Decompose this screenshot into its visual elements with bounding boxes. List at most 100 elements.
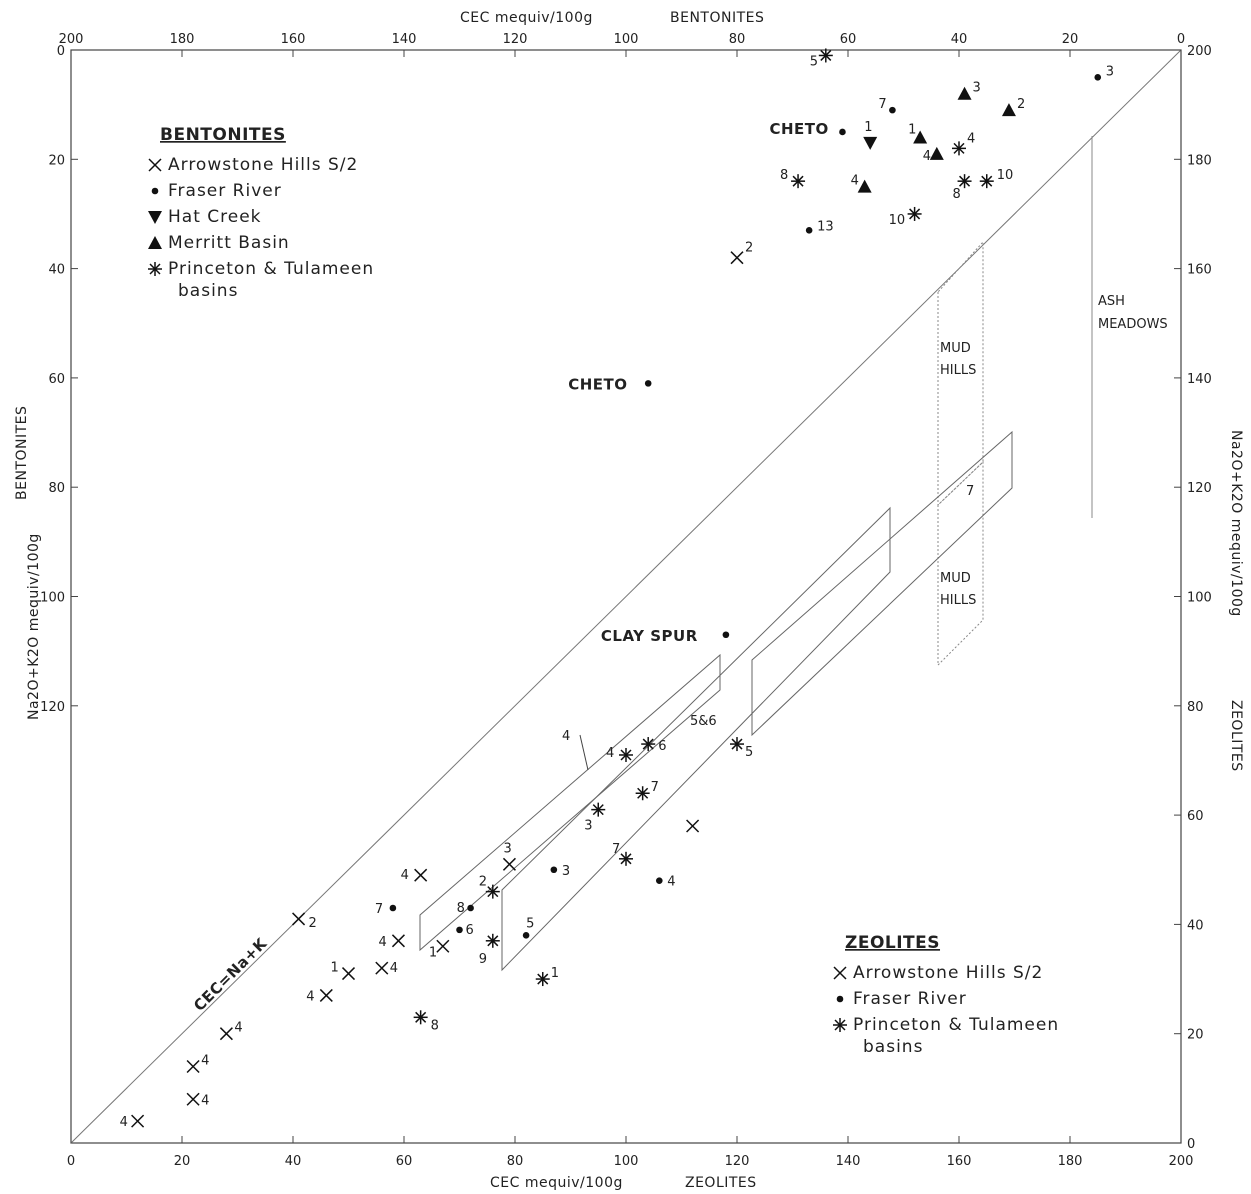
bentonite-point-label: 13 <box>817 219 834 234</box>
zeolite-point-label: 4 <box>606 746 614 761</box>
x-stroke <box>292 912 306 926</box>
zeolite-point-label: 5 <box>745 745 753 760</box>
dot <box>722 631 730 639</box>
star-stroke <box>537 973 549 985</box>
region-label: 5&6 <box>690 714 717 729</box>
left-axis-title: Na2O+K2O mequiv/100g <box>26 533 42 720</box>
left-tick-label: 120 <box>40 700 65 715</box>
dot <box>805 227 813 234</box>
bentonites-legend: BENTONITES Arrowstone Hills S/2 Fraser Riv… <box>148 125 373 301</box>
x-stroke <box>186 1059 200 1074</box>
zeolite-point <box>413 1010 428 1025</box>
zeolite-point <box>414 868 428 882</box>
bentonite-point <box>929 146 944 160</box>
data-points <box>131 48 1102 1128</box>
x-stroke <box>414 868 428 882</box>
legends: BENTONITES Arrowstone Hills S/2 Fraser Riv… <box>148 125 1059 1057</box>
left-tick-label: 20 <box>48 153 65 168</box>
star-stroke <box>642 738 654 750</box>
region-7 <box>751 430 1013 737</box>
right-tick-label: 180 <box>1187 153 1212 168</box>
zeolite-point-label: 2 <box>309 916 317 931</box>
dot <box>839 128 846 136</box>
bentonite-point <box>957 174 972 189</box>
x-stroke <box>436 939 450 953</box>
bottom-tick-label: 20 <box>174 1154 191 1169</box>
top-axis-title-2: BENTONITES <box>670 10 764 26</box>
zeolite-point <box>535 972 550 987</box>
star-stroke <box>487 935 499 947</box>
zeolites-legend-marker <box>836 995 844 1003</box>
bentonite-point <box>889 106 896 114</box>
star-stroke <box>959 175 971 187</box>
bentonite-point <box>839 128 846 136</box>
triangle-up <box>957 86 972 100</box>
bottom-tick-label: 0 <box>67 1154 75 1169</box>
region-label: HILLS <box>940 363 976 378</box>
region-mud-hills-bentonite <box>937 240 984 507</box>
zeolite-point-label: 6 <box>658 739 666 754</box>
region-label: 4 <box>562 729 570 744</box>
bentonite-point <box>979 174 994 189</box>
zeolite-point <box>591 802 606 817</box>
x-stroke <box>148 158 162 172</box>
region-4-leader <box>579 734 589 771</box>
star-stroke <box>820 49 832 61</box>
bottom-tick-label: 180 <box>1058 1154 1083 1169</box>
bentonite-point <box>913 130 928 144</box>
zeolite-point <box>635 786 650 801</box>
bentonite-point-label: 10 <box>889 213 906 228</box>
zeolite-point <box>619 747 633 762</box>
bentonites-legend-item: Hat Creek <box>168 207 262 227</box>
zeolite-point <box>319 988 333 1002</box>
dot <box>522 932 530 939</box>
zeolite-point <box>550 866 558 874</box>
zeolite-point-label: 5 <box>526 916 534 931</box>
dot <box>644 380 652 387</box>
zeolites-legend-item: Princeton & Tulameen <box>853 1015 1059 1035</box>
left-tick-label: 100 <box>40 591 65 606</box>
zeolite-point-label: 4 <box>667 875 675 890</box>
bottom-tick-label: 80 <box>507 1154 524 1169</box>
star-stroke <box>620 749 632 761</box>
x-stroke <box>219 1027 233 1041</box>
top-tick-label: 180 <box>170 32 195 47</box>
bentonite-point-label: 2 <box>1017 97 1025 112</box>
right-axis-title-2: ZEOLITES <box>1228 700 1244 772</box>
zeolite-point-label: 1 <box>331 961 339 976</box>
bentonite-point <box>722 631 730 639</box>
zeolite-point-label: 3 <box>503 841 511 856</box>
zeolite-point <box>522 932 530 939</box>
zeolite-point <box>485 884 500 899</box>
left-axis-title-2: BENTONITES <box>14 406 30 500</box>
star-stroke <box>981 175 993 187</box>
star-stroke <box>592 804 604 816</box>
star-stroke <box>953 142 965 154</box>
dot <box>467 904 474 912</box>
bottom-tick-label: 60 <box>396 1154 413 1169</box>
top-tick-label: 80 <box>729 32 746 47</box>
right-tick-label: 100 <box>1187 591 1212 606</box>
bentonite-point <box>952 141 966 156</box>
star-stroke <box>834 1019 846 1031</box>
bentonites-legend-marker <box>148 211 162 224</box>
region-label: ASH <box>1098 294 1125 309</box>
zeolite-point-label: 4 <box>401 868 409 883</box>
zeolite-point <box>292 912 306 926</box>
right-tick-label: 160 <box>1187 263 1212 278</box>
region-4 <box>419 653 721 952</box>
top-tick-label: 60 <box>840 32 857 47</box>
bottom-tick-label: 100 <box>614 1154 639 1169</box>
zeolite-point <box>131 1114 145 1128</box>
zeolite-point <box>467 904 474 912</box>
bentonite-point-label: 1 <box>864 120 872 135</box>
right-tick-label: 200 <box>1187 44 1212 59</box>
triangle-up <box>913 130 928 144</box>
star-stroke <box>487 886 499 898</box>
x-stroke <box>730 251 744 265</box>
zeolite-point <box>686 819 700 833</box>
bentonite-point-label: 3 <box>1106 64 1114 79</box>
zeolite-point-label: 4 <box>378 935 386 950</box>
star-stroke <box>731 738 743 750</box>
